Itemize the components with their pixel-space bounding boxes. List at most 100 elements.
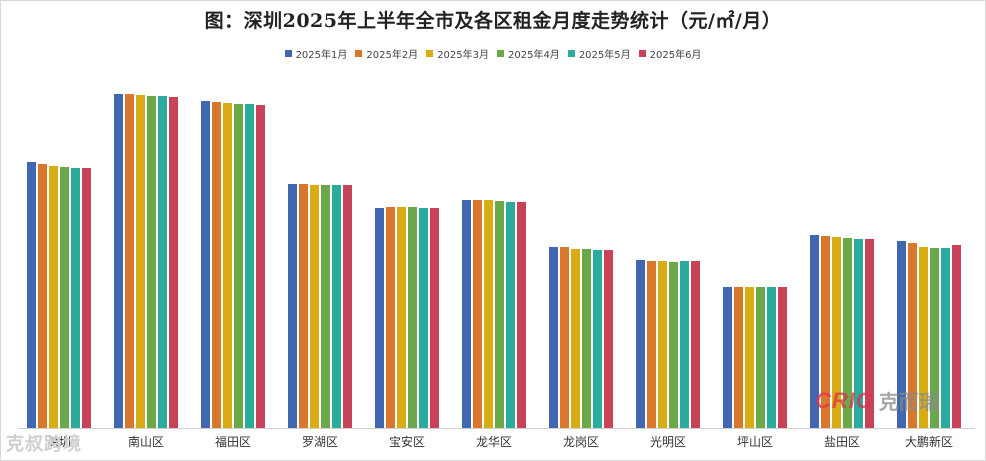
bar-group [375,60,439,428]
legend-swatch-icon [567,50,575,57]
bar [821,236,830,428]
legend-label: 2025年2月 [366,50,419,61]
bar [810,235,819,428]
chart-title: 图：深圳2025年上半年全市及各区租金月度走势统计（元/㎡/月） [204,10,782,32]
bar [212,102,221,428]
bar [604,250,613,428]
bar-group [27,60,91,428]
bar [419,208,428,428]
bar [484,200,493,428]
bar [147,96,156,428]
bar [114,94,123,428]
legend-item: 2025年3月 [426,46,489,61]
cric-chinese-text: 克而瑞 [878,390,939,414]
legend-label: 2025年3月 [437,50,489,61]
legend-item: 2025年5月 [567,46,631,61]
legend-label: 2025年5月 [578,50,631,61]
bar [517,202,526,428]
bar [778,287,787,428]
bar [941,248,950,428]
bar [658,261,667,428]
bar [832,237,841,428]
bar [549,247,558,428]
x-axis-label: 盐田区 [823,435,860,449]
bar [495,201,504,428]
bar [158,96,167,428]
bar [49,166,58,428]
bar [560,247,569,428]
bar [473,200,482,428]
cric-logo-text: CRIC [815,387,873,413]
bar [952,245,961,428]
bar [767,287,776,428]
x-axis-label: 福田区 [214,435,251,449]
bar [256,105,265,428]
legend-label: 2025年6月 [649,50,702,61]
legend-label: 2025年4月 [508,50,560,61]
bar [332,185,341,428]
bar-group [810,60,874,428]
bar [647,261,656,428]
bar [756,287,765,428]
legend-swatch-icon [497,50,504,57]
bar [169,97,178,428]
bar [462,200,471,428]
bar [310,185,319,428]
x-axis-label: 龙华区 [475,435,512,449]
bar [136,95,145,428]
watermark-cric-logo: CRIC 克而瑞 [815,386,939,415]
bar [745,287,754,428]
bar [691,261,700,428]
bar [854,239,863,428]
legend-label: 2025年1月 [295,50,348,61]
bar [201,101,210,428]
bar [430,208,439,428]
bar [734,287,743,428]
bar-group [549,60,613,428]
bar [723,287,732,428]
bar [908,243,917,428]
bar [865,239,874,428]
bar [299,184,308,428]
bar [408,207,417,428]
chart-legend: 2025年1月 2025年2月 2025年3月 2025年4月 2025年5月 2025年… [0,46,986,61]
bar-group [201,60,265,428]
bar [897,241,906,428]
bar [636,260,645,428]
legend-item: 2025年4月 [497,46,560,61]
bar [571,249,580,428]
bar [930,248,939,428]
bar-group [636,60,700,428]
legend-swatch-icon [284,50,292,57]
bar [71,168,80,428]
bar [27,162,36,428]
bar [669,262,678,428]
bar-group [288,60,352,428]
watermark-left: 克叔跨境 [6,434,82,455]
plot-area [18,60,975,428]
bar [223,103,232,428]
bar-group [897,60,961,428]
bar [82,168,91,428]
bar [375,208,384,428]
x-axis-label: 罗湖区 [301,435,338,449]
legend-swatch-icon [638,50,646,57]
bar [397,207,406,428]
bar-group [723,60,787,428]
x-axis-labels: 深圳 南山区 福田区 罗湖区 宝安区 龙华区 龙岗区 光明区 坪山区 盐田区 大鹏新区 [18,433,975,453]
bar [680,261,689,428]
x-axis-label: 光明区 [649,435,686,449]
bar-group [114,60,178,428]
x-axis-line [18,428,975,429]
x-axis-label: 宝安区 [388,435,425,449]
legend-item: 2025年2月 [355,46,418,61]
x-axis-label: 龙岗区 [562,435,599,449]
bar [386,207,395,428]
bar [843,238,852,428]
bar [321,185,330,428]
legend-swatch-icon [355,50,363,57]
bar [234,104,243,428]
x-axis-label: 大鹏新区 [904,435,953,449]
x-axis-label: 南山区 [127,435,164,449]
bar [593,250,602,428]
